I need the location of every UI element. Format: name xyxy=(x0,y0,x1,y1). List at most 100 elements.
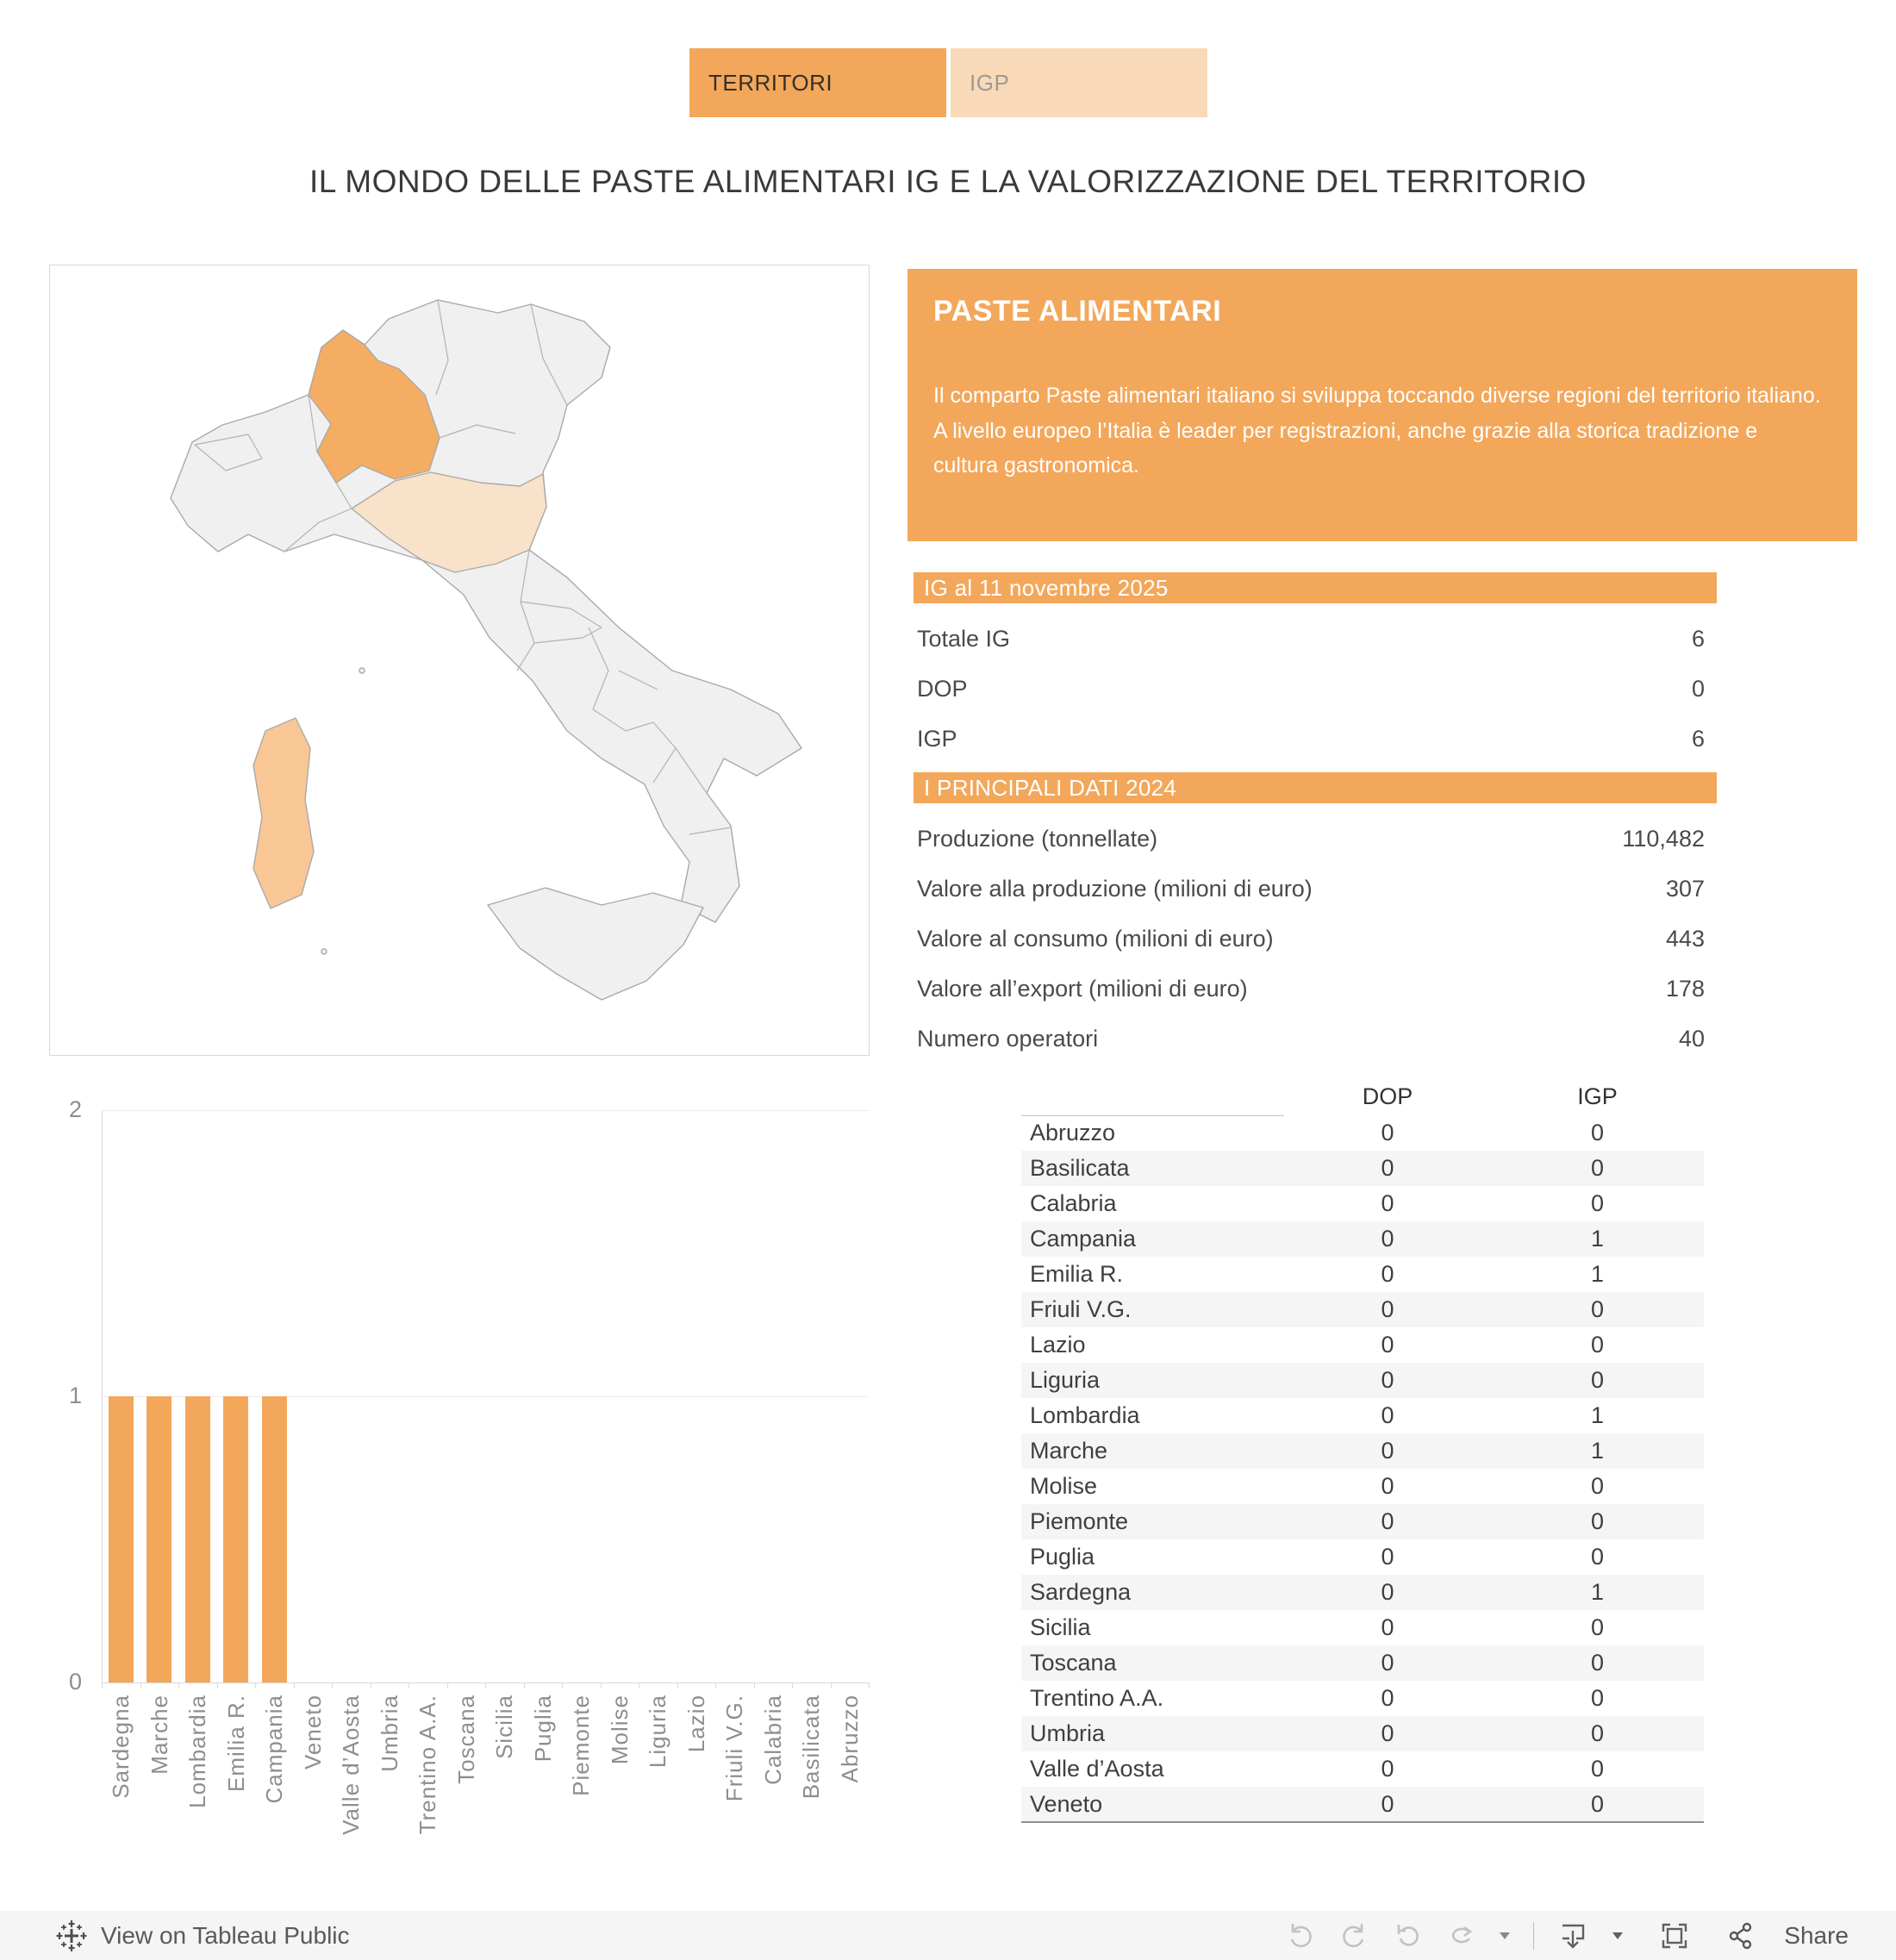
table-row-Molise[interactable]: Molise 0 0 xyxy=(1021,1469,1704,1504)
x-category-label: Friuli V.G. xyxy=(721,1695,748,1802)
table-row-Abruzzo[interactable]: Abruzzo 0 0 xyxy=(1021,1115,1704,1151)
x-category-label: Emilia R. xyxy=(222,1695,249,1793)
table-row-Trentino A.A.[interactable]: Trentino A.A. 0 0 xyxy=(1021,1681,1704,1716)
value-cell: 0 xyxy=(1381,1190,1394,1216)
value-cell: 0 xyxy=(1381,1790,1394,1817)
region-name-cell: Emilia R. xyxy=(1030,1261,1124,1287)
region-name-cell: Toscana xyxy=(1030,1650,1117,1676)
refresh-icon[interactable] xyxy=(1445,1920,1476,1951)
value-cell: 0 xyxy=(1590,1720,1605,1746)
bar-Marche[interactable] xyxy=(147,1396,172,1682)
table-row-Marche[interactable]: Marche 0 1 xyxy=(1021,1433,1704,1469)
share-button[interactable]: Share xyxy=(1784,1921,1849,1949)
italy-map-panel xyxy=(49,265,870,1056)
undo-icon[interactable] xyxy=(1285,1920,1316,1951)
value-cell: 0 xyxy=(1590,1756,1605,1782)
value-cell: 0 xyxy=(1381,1438,1394,1464)
ig-stat-label: IGP xyxy=(917,725,957,752)
region-name-cell: Umbria xyxy=(1030,1720,1106,1746)
dati-section-header: I PRINCIPALI DATI 2024 xyxy=(914,772,1717,803)
map-region-lombardia[interactable] xyxy=(308,329,440,484)
info-panel-title: PASTE ALIMENTARI xyxy=(933,295,1222,328)
region-name-cell: Basilicata xyxy=(1030,1155,1130,1181)
dati-stat-value: 110,482 xyxy=(1622,825,1705,852)
region-name-cell: Veneto xyxy=(1030,1790,1103,1817)
bar-Sardegna[interactable] xyxy=(108,1396,134,1682)
x-category-label: Abruzzo xyxy=(836,1695,863,1783)
download-icon[interactable] xyxy=(1556,1919,1589,1952)
map-region-sicilia[interactable] xyxy=(487,887,704,1001)
dati-stat-value: 40 xyxy=(1678,1025,1705,1052)
value-cell: 0 xyxy=(1590,1332,1605,1358)
table-row-Piemonte[interactable]: Piemonte 0 0 xyxy=(1021,1504,1704,1539)
download-dropdown-caret-icon[interactable] xyxy=(1612,1932,1624,1940)
table-row-Toscana[interactable]: Toscana 0 0 xyxy=(1021,1645,1704,1681)
x-category-label: Molise xyxy=(606,1695,633,1765)
y-gridline xyxy=(102,1396,869,1397)
table-row-Basilicata[interactable]: Basilicata 0 0 xyxy=(1021,1151,1704,1186)
bar-Emilia R.[interactable] xyxy=(223,1396,249,1682)
value-cell: 0 xyxy=(1381,1756,1394,1782)
redo-icon[interactable] xyxy=(1338,1920,1369,1951)
value-cell: 0 xyxy=(1590,1790,1605,1817)
value-cell: 0 xyxy=(1590,1367,1605,1393)
value-cell: 0 xyxy=(1381,1120,1394,1145)
map-region-emilia-romagna[interactable] xyxy=(351,471,547,573)
map-region-sardegna[interactable] xyxy=(253,717,315,909)
region-name-cell: Sardegna xyxy=(1030,1579,1132,1605)
region-name-cell: Sicilia xyxy=(1030,1614,1091,1640)
value-cell: 0 xyxy=(1590,1120,1605,1145)
ig-stat-value: 0 xyxy=(1691,675,1705,702)
x-category-label: Lazio xyxy=(683,1695,709,1753)
value-cell: 0 xyxy=(1381,1614,1394,1640)
table-row-Calabria[interactable]: Calabria 0 0 xyxy=(1021,1186,1704,1221)
fullscreen-icon[interactable] xyxy=(1658,1919,1691,1952)
tab-igp[interactable]: IGP xyxy=(951,48,1207,117)
x-tick xyxy=(255,1682,256,1688)
x-category-label: Campania xyxy=(261,1695,288,1804)
table-row-Sardegna[interactable]: Sardegna 0 1 xyxy=(1021,1575,1704,1610)
dati-stat-row: Numero operatori 40 xyxy=(914,1014,1717,1064)
region-name-cell: Molise xyxy=(1030,1473,1098,1499)
dati-stat-value: 178 xyxy=(1665,975,1705,1002)
view-on-tableau-public-link[interactable]: View on Tableau Public xyxy=(101,1921,350,1949)
value-cell: 0 xyxy=(1590,1508,1605,1534)
x-tick xyxy=(869,1682,870,1688)
table-row-Lombardia[interactable]: Lombardia 0 1 xyxy=(1021,1398,1704,1433)
x-tick xyxy=(600,1682,602,1688)
value-cell: 1 xyxy=(1590,1402,1605,1428)
region-name-cell: Marche xyxy=(1030,1438,1108,1464)
table-row-Campania[interactable]: Campania 0 1 xyxy=(1021,1221,1704,1257)
tableau-attribution[interactable]: View on Tableau Public xyxy=(54,1919,350,1953)
table-row-Puglia[interactable]: Puglia 0 0 xyxy=(1021,1539,1704,1575)
region-name-cell: Piemonte xyxy=(1030,1508,1129,1534)
table-corner-header xyxy=(1021,1077,1284,1116)
bar-Lombardia[interactable] xyxy=(184,1396,210,1682)
dati-stat-label: Valore alla produzione (milioni di euro) xyxy=(917,875,1313,902)
info-panel: PASTE ALIMENTARI Il comparto Paste alime… xyxy=(907,269,1857,541)
map-small-island xyxy=(321,948,327,955)
table-row-Lazio[interactable]: Lazio 0 0 xyxy=(1021,1327,1704,1363)
value-cell: 0 xyxy=(1381,1685,1394,1711)
table-row-Friuli V.G.[interactable]: Friuli V.G. 0 0 xyxy=(1021,1292,1704,1327)
x-tick xyxy=(293,1682,295,1688)
tab-territori[interactable]: TERRITORI xyxy=(689,48,946,117)
table-row-Sicilia[interactable]: Sicilia 0 0 xyxy=(1021,1610,1704,1645)
x-category-label: Sicilia xyxy=(491,1695,518,1759)
value-cell: 0 xyxy=(1381,1155,1394,1181)
x-category-label: Lombardia xyxy=(184,1695,211,1808)
toolbar-separator xyxy=(1533,1921,1535,1950)
revert-icon[interactable] xyxy=(1392,1920,1423,1951)
value-cell: 0 xyxy=(1381,1226,1394,1252)
table-row-Veneto[interactable]: Veneto 0 0 xyxy=(1021,1787,1704,1822)
table-row-Liguria[interactable]: Liguria 0 0 xyxy=(1021,1363,1704,1398)
share-icon[interactable] xyxy=(1725,1920,1756,1951)
table-row-Valle d’Aosta[interactable]: Valle d’Aosta 0 0 xyxy=(1021,1751,1704,1787)
dati-stat-value: 443 xyxy=(1665,925,1705,952)
regions-dop-igp-table: DOP IGP Abruzzo 0 0 Basilicata 0 0 Calabria 0 0 Cam… xyxy=(1021,1077,1704,1823)
bar-Campania[interactable] xyxy=(261,1396,287,1682)
refresh-dropdown-caret-icon[interactable] xyxy=(1499,1932,1511,1940)
table-row-Umbria[interactable]: Umbria 0 0 xyxy=(1021,1716,1704,1751)
toolbar-actions: Share xyxy=(1285,1919,1849,1952)
table-row-Emilia R.[interactable]: Emilia R. 0 1 xyxy=(1021,1257,1704,1292)
